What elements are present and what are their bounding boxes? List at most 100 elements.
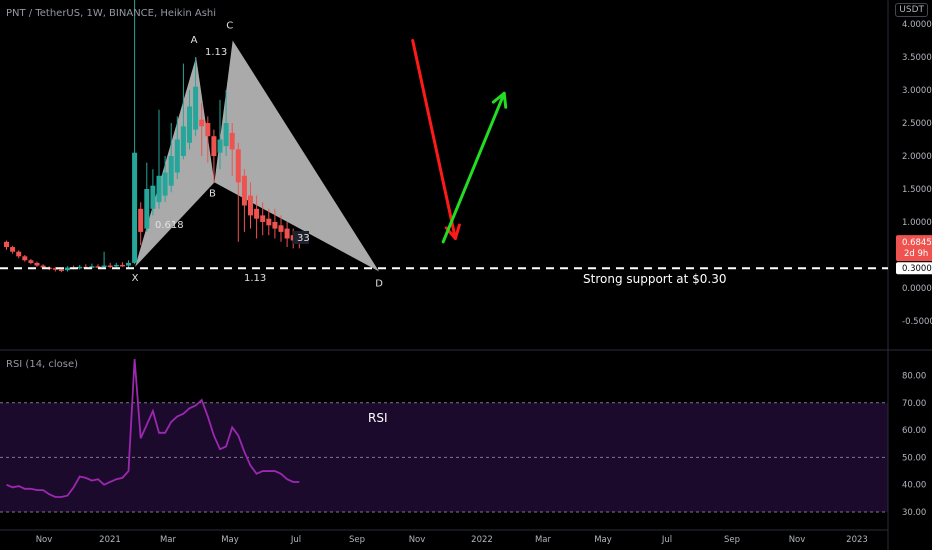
time-tick-label: Sep — [349, 535, 365, 545]
arrow-down-shaft — [411, 39, 457, 240]
time-tick-label: Nov — [789, 535, 806, 545]
price-tick-label: 3.5000 — [902, 53, 932, 63]
price-tick-label: 3.0000 — [902, 86, 932, 96]
candle-body — [16, 251, 22, 257]
rsi-tick-label: 40.00 — [902, 481, 926, 491]
candle-body — [119, 264, 125, 267]
rsi-line — [6, 359, 300, 498]
arrow-up-head — [491, 91, 508, 109]
candle-body — [266, 218, 272, 226]
price-tick-label: 1.0000 — [902, 218, 932, 228]
candle-body — [40, 265, 46, 268]
time-tick-label: Nov — [36, 535, 53, 545]
pattern-point-label: A — [191, 35, 198, 46]
rsi-tick-label: 60.00 — [902, 426, 926, 436]
price-tick-label: 2.0000 — [902, 152, 932, 162]
candle-body — [211, 136, 217, 156]
candle-body — [138, 208, 144, 232]
candle-body — [4, 241, 9, 248]
candle-body — [229, 132, 235, 150]
candle-body — [58, 269, 64, 272]
candle-body — [95, 266, 101, 268]
pattern-point-label: B — [209, 188, 216, 199]
ratio-label-bd: 1.13 — [244, 273, 266, 284]
candle-body — [254, 208, 260, 219]
support-price-label: 0.3000 — [902, 264, 932, 274]
time-tick-label: Jul — [661, 535, 672, 545]
candle-body — [217, 139, 223, 153]
arrow-down-head — [444, 223, 461, 240]
support-line-label: Strong support at $0.30 — [583, 272, 726, 286]
rsi-tick-label: 70.00 — [902, 399, 926, 409]
pattern-point-label: D — [375, 279, 383, 290]
candle-body — [278, 225, 284, 232]
pattern-point-label: X — [132, 273, 139, 284]
price-tick-label: 2.5000 — [902, 119, 932, 129]
candle-body — [272, 222, 278, 229]
time-tick-label: Jul — [290, 535, 301, 545]
candle-body — [113, 264, 119, 267]
candle-body — [235, 149, 241, 183]
candle-body — [34, 262, 40, 266]
candle-body — [187, 106, 192, 143]
candle-body — [126, 262, 131, 266]
candle-body — [260, 215, 266, 222]
candle-body — [205, 123, 211, 137]
candle-body — [241, 175, 247, 206]
pattern-triangle-bcd — [214, 40, 380, 272]
candle-body — [199, 119, 205, 127]
chart-title: PNT / TetherUS, 1W, BINANCE, Heikin Ashi — [6, 8, 217, 19]
time-tick-label: Nov — [409, 535, 426, 545]
candle-body — [22, 256, 28, 261]
rsi-tick-label: 80.00 — [902, 372, 926, 382]
time-tick-label: 2023 — [846, 535, 868, 545]
candle-body — [284, 228, 290, 239]
time-tick-label: Mar — [160, 535, 177, 545]
candle-body — [89, 266, 95, 268]
candle-body — [193, 86, 199, 130]
price-tick-label: 0.0000 — [902, 284, 932, 294]
candle-body — [101, 265, 107, 268]
time-tick-label: May — [594, 535, 612, 545]
time-tick-label: 2021 — [99, 535, 121, 545]
pattern-point-label: C — [226, 21, 233, 32]
pattern-triangle-xab — [135, 57, 215, 267]
candle-body — [65, 267, 70, 271]
candle-body — [174, 139, 180, 173]
ratio-label-xd: 33 — [297, 233, 310, 244]
time-tick-label: May — [221, 535, 239, 545]
candle-body — [52, 268, 58, 270]
ratio-label-xd-bg — [293, 231, 309, 244]
candle-body — [162, 172, 168, 196]
ratio-label-xb: 0.618 — [155, 220, 184, 231]
candle-body — [77, 266, 83, 269]
candle-body — [150, 185, 156, 209]
candle-body — [223, 123, 229, 147]
price-tick-label: 1.5000 — [902, 185, 932, 195]
price-tick-label: 4.0000 — [902, 20, 932, 30]
candle-body — [168, 156, 174, 186]
candle-body — [180, 126, 186, 156]
last-price-tag — [896, 235, 932, 262]
support-price-tag — [896, 262, 932, 275]
rsi-title: RSI (14, close) — [6, 359, 79, 370]
ratio-label-ac: 1.13 — [205, 47, 227, 58]
time-tick-label: Mar — [535, 535, 552, 545]
rsi-annotation: RSI — [368, 411, 388, 425]
currency-badge[interactable]: USDT — [895, 3, 928, 17]
time-tick-label: 2022 — [471, 535, 493, 545]
rsi-tick-label: 30.00 — [902, 508, 926, 518]
candle-body — [248, 195, 253, 216]
rsi-tick-label: 50.00 — [902, 453, 926, 463]
candle-body — [107, 265, 113, 268]
candle-body — [132, 152, 138, 263]
candle-body — [10, 247, 16, 252]
time-tick-label: Sep — [724, 535, 740, 545]
candle-body — [156, 175, 162, 203]
price-tick-label: -0.5000 — [902, 317, 932, 327]
countdown-label: 2d 9h — [904, 249, 928, 259]
candle-body — [144, 189, 150, 229]
arrow-up-shaft — [441, 91, 506, 244]
candle-body — [28, 260, 34, 263]
